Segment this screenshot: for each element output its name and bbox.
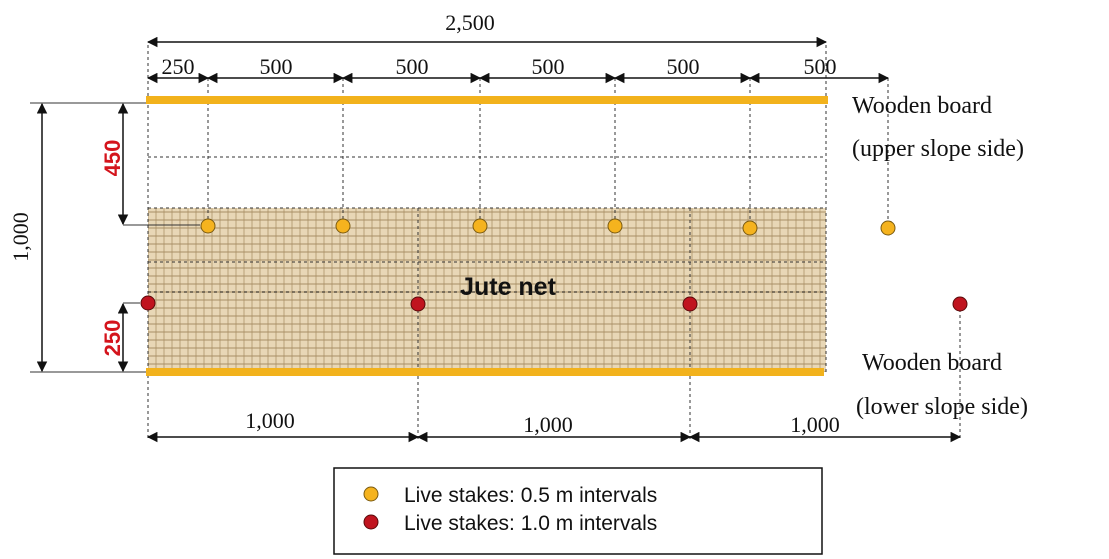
stake-red <box>141 296 155 310</box>
stake-red <box>411 297 425 311</box>
legend-marker <box>364 515 378 529</box>
stake-red <box>683 297 697 311</box>
dimension-label: 500 <box>532 54 565 79</box>
legend-label: Live stakes: 1.0 m intervals <box>404 512 657 535</box>
dimension-label: 250 <box>100 320 125 357</box>
dimension-label: 500 <box>396 54 429 79</box>
board-label: (upper slope side) <box>852 136 1024 162</box>
board-label: (lower slope side) <box>856 394 1028 420</box>
dimension-label: 450 <box>100 140 125 177</box>
dimension-label: 1,000 <box>8 212 33 262</box>
dimension-label: 1,000 <box>790 412 840 437</box>
dimension-label: 2,500 <box>445 10 495 35</box>
dimension-label: 500 <box>667 54 700 79</box>
stake-yellow <box>608 219 622 233</box>
dimension-label: 1,000 <box>245 408 295 433</box>
dimension-label: 250 <box>162 54 195 79</box>
legend-box <box>334 468 822 554</box>
stake-yellow <box>743 221 757 235</box>
legend-marker <box>364 487 378 501</box>
stake-red <box>953 297 967 311</box>
wooden-board-upper <box>146 96 828 104</box>
dimension-label: 500 <box>260 54 293 79</box>
legend: Live stakes: 0.5 m intervals Live stakes… <box>334 468 822 554</box>
stake-yellow <box>473 219 487 233</box>
diagram: 2,500 250 500 500 500 500 500 1,000 450 … <box>0 0 1109 559</box>
board-label: Wooden board <box>862 350 1002 376</box>
board-label: Wooden board <box>852 93 992 119</box>
dimension-label: 500 <box>804 54 837 79</box>
legend-label: Live stakes: 0.5 m intervals <box>404 484 657 507</box>
stake-yellow <box>201 219 215 233</box>
stake-yellow <box>336 219 350 233</box>
dimension-label: 1,000 <box>523 412 573 437</box>
jute-net-label: Jute net <box>460 273 557 301</box>
stake-yellow <box>881 221 895 235</box>
wooden-board-lower <box>146 368 824 376</box>
